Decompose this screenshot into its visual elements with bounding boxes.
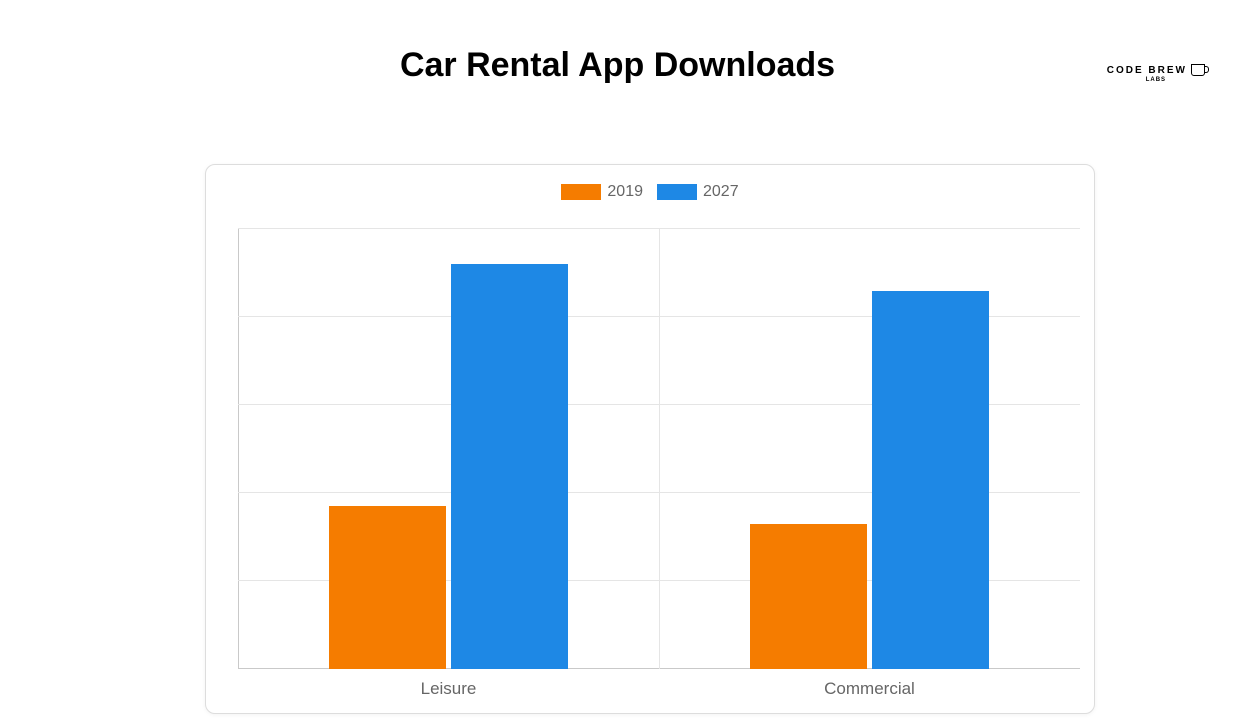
brand-logo: CODE BREW LABS [1107,64,1205,83]
category-label: Leisure [421,679,477,699]
legend-item: 2027 [657,183,739,201]
chart-card: 20192027 LeisureCommercial [205,164,1095,714]
chart-plot-area: LeisureCommercial [238,229,1080,669]
chart-title: Car Rental App Downloads [0,46,1235,85]
y-axis [238,229,239,669]
legend-item: 2019 [561,183,643,201]
bar [872,291,990,669]
bar [750,524,868,669]
legend-label: 2027 [703,183,739,201]
category-label: Commercial [824,679,915,699]
bar [329,506,447,669]
legend-label: 2019 [607,183,643,201]
legend-swatch [657,184,697,200]
legend-swatch [561,184,601,200]
brand-logo-text: CODE BREW [1107,65,1187,76]
coffee-cup-icon [1191,64,1205,76]
gridline-vertical [659,229,660,669]
bar [451,264,569,669]
chart-legend: 2019 2027 [206,183,1094,201]
brand-logo-subtext: LABS [1146,77,1166,83]
